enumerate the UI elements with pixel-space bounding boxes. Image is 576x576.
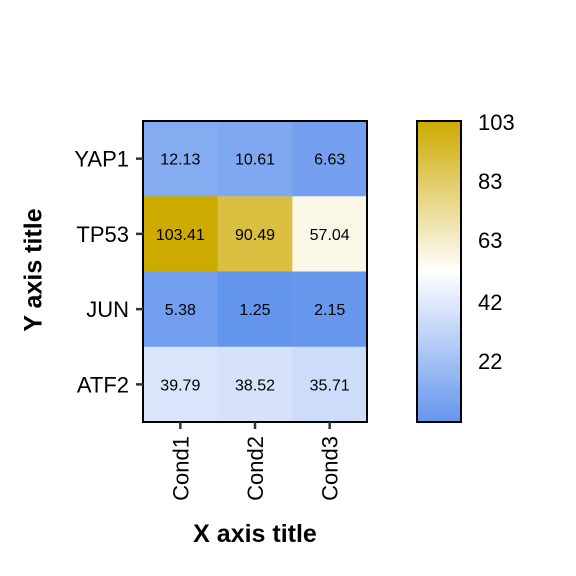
cell-value-label: 35.71	[310, 377, 350, 394]
heatmap-cell	[143, 121, 219, 197]
colorbar	[416, 120, 462, 423]
cell-value-label: 10.61	[235, 152, 275, 169]
heatmap-cell	[292, 346, 368, 423]
cell-value-label: 2.15	[314, 302, 345, 319]
y-tick-label: JUN	[86, 297, 129, 322]
heatmap-cells	[143, 121, 368, 423]
heatmap-cell	[217, 346, 293, 423]
colorbar-tick-label: 83	[478, 169, 502, 194]
heatmap-cell	[143, 271, 219, 348]
x-tick-label: Cond2	[243, 436, 268, 501]
heatmap-cell	[292, 121, 368, 197]
x-axis: Cond1 Cond2 Cond3	[168, 422, 343, 501]
colorbar-tick-label: 103	[478, 110, 515, 135]
colorbar-tick-label: 42	[478, 290, 502, 315]
heatmap-cell	[143, 346, 219, 423]
cell-value-label: 39.79	[160, 377, 200, 394]
heatmap-cell	[217, 271, 293, 348]
cell-value-label: 6.63	[314, 152, 345, 169]
x-tick-label: Cond3	[318, 436, 343, 501]
cell-value-label: 1.25	[239, 302, 270, 319]
cell-value-label: 103.41	[156, 227, 205, 244]
x-tick-label: Cond1	[168, 436, 193, 501]
cell-value-label: 5.38	[165, 302, 196, 319]
y-tick-label: TP53	[76, 222, 129, 247]
heatmap-cell	[292, 196, 368, 272]
heatmap-cell	[217, 121, 293, 197]
colorbar-tick-label: 63	[478, 228, 502, 253]
heatmap-cell	[292, 271, 368, 348]
cell-value-label: 38.52	[235, 377, 275, 394]
y-tick-label: ATF2	[77, 372, 129, 397]
cell-value-label: 90.49	[235, 227, 275, 244]
y-axis: YAP1 TP53 JUN ATF2	[74, 147, 143, 397]
x-axis-title: X axis title	[193, 520, 317, 548]
heatmap-cell-labels: 12.13 10.61 6.63 103.41 90.49 57.04 5.38 1.25 2.…	[156, 152, 350, 395]
y-tick-label: YAP1	[74, 147, 129, 172]
y-axis-title: Y axis title	[19, 208, 48, 332]
heatmap-cell	[217, 196, 293, 272]
cell-value-label: 57.04	[310, 227, 350, 244]
colorbar-ticks: 103 83 63 42 22	[478, 110, 515, 374]
colorbar-tick-label: 22	[478, 349, 502, 374]
cell-value-label: 12.13	[160, 152, 200, 169]
heatmap-cell	[143, 196, 219, 272]
